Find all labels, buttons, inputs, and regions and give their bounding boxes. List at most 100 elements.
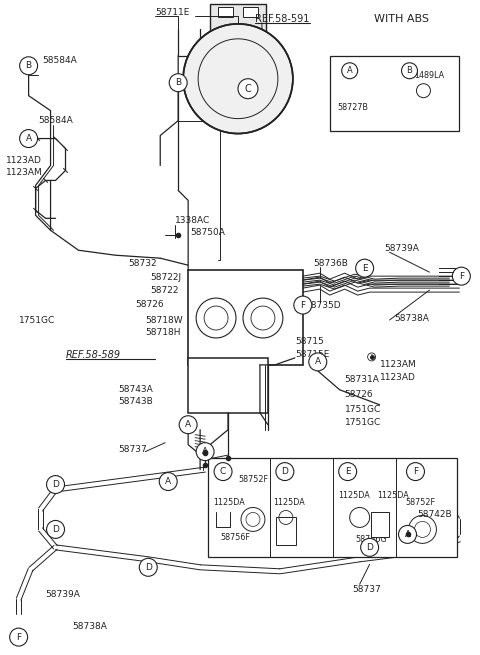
Text: 58737: 58737 xyxy=(119,445,147,454)
Text: E: E xyxy=(362,264,368,272)
Text: 58756F: 58756F xyxy=(220,533,250,542)
Text: 58726: 58726 xyxy=(135,299,164,309)
Text: 58722J: 58722J xyxy=(150,272,181,282)
Text: 58743A: 58743A xyxy=(119,385,153,394)
Text: E: E xyxy=(345,467,350,476)
Bar xyxy=(188,358,268,413)
Text: 58727B: 58727B xyxy=(338,103,369,112)
Text: 58752F: 58752F xyxy=(238,475,268,484)
Circle shape xyxy=(452,267,470,285)
Circle shape xyxy=(368,353,376,361)
Bar xyxy=(188,270,303,365)
Bar xyxy=(210,4,266,34)
Circle shape xyxy=(398,525,417,544)
Text: 58731A: 58731A xyxy=(345,375,380,384)
Circle shape xyxy=(294,296,312,314)
Text: 58737: 58737 xyxy=(353,585,382,593)
Circle shape xyxy=(339,462,357,481)
Text: WITH ABS: WITH ABS xyxy=(374,14,430,24)
Text: F: F xyxy=(413,467,418,476)
Text: 58584A: 58584A xyxy=(38,116,73,125)
Text: 58739A: 58739A xyxy=(384,244,420,253)
Bar xyxy=(218,7,233,17)
Bar xyxy=(330,56,459,130)
Circle shape xyxy=(342,63,358,79)
Circle shape xyxy=(360,538,379,556)
Circle shape xyxy=(47,476,64,493)
Text: 1751GC: 1751GC xyxy=(345,405,381,414)
Text: REF.58-589: REF.58-589 xyxy=(65,350,120,360)
Text: A: A xyxy=(405,530,410,539)
Bar xyxy=(371,512,389,537)
Circle shape xyxy=(196,443,214,460)
Circle shape xyxy=(169,74,187,92)
Text: 1338AC: 1338AC xyxy=(175,215,210,225)
Circle shape xyxy=(276,462,294,481)
Text: A: A xyxy=(202,447,208,456)
Text: A: A xyxy=(25,134,32,143)
Text: REF.58-591: REF.58-591 xyxy=(255,14,309,24)
Text: 58732: 58732 xyxy=(128,259,157,268)
Text: D: D xyxy=(52,480,59,489)
Text: 58718H: 58718H xyxy=(145,329,181,337)
Text: 1125DA: 1125DA xyxy=(378,491,409,500)
Text: 1125DA: 1125DA xyxy=(273,498,305,507)
Text: 58715E: 58715E xyxy=(295,350,329,360)
Text: 58722: 58722 xyxy=(150,286,179,295)
Text: F: F xyxy=(459,272,464,280)
Text: B: B xyxy=(407,66,412,75)
Circle shape xyxy=(356,259,373,277)
Circle shape xyxy=(20,130,37,147)
Circle shape xyxy=(159,472,177,491)
Text: 1123AD: 1123AD xyxy=(380,373,416,383)
Circle shape xyxy=(402,63,418,79)
Text: 1123AD: 1123AD xyxy=(6,156,42,165)
Circle shape xyxy=(309,353,327,371)
Text: 1125DA: 1125DA xyxy=(338,491,370,500)
Text: 58584A: 58584A xyxy=(43,56,77,66)
Text: 1123AM: 1123AM xyxy=(6,168,42,177)
Text: 1123AM: 1123AM xyxy=(380,360,416,369)
Text: D: D xyxy=(366,543,373,552)
Text: F: F xyxy=(300,301,305,310)
Text: 58738A: 58738A xyxy=(72,622,108,631)
Text: A: A xyxy=(185,421,191,429)
Text: 1751GC: 1751GC xyxy=(19,316,55,324)
Text: 1125DA: 1125DA xyxy=(213,498,245,507)
Text: 58718W: 58718W xyxy=(145,316,183,324)
Text: 58738A: 58738A xyxy=(395,314,430,322)
Text: 58711E: 58711E xyxy=(155,9,190,18)
Bar xyxy=(208,458,457,557)
Text: 1489LA: 1489LA xyxy=(415,71,444,80)
Text: 58736B: 58736B xyxy=(313,259,348,268)
Circle shape xyxy=(47,521,64,538)
Bar xyxy=(243,7,258,17)
Text: 58743B: 58743B xyxy=(119,398,153,406)
Text: A: A xyxy=(347,66,352,75)
Text: 58750A: 58750A xyxy=(190,228,225,236)
Text: D: D xyxy=(52,525,59,534)
Text: 58726: 58726 xyxy=(345,390,373,400)
Text: D: D xyxy=(145,563,152,572)
Text: 58735D: 58735D xyxy=(305,301,340,310)
Circle shape xyxy=(20,57,37,75)
Text: 58756G: 58756G xyxy=(356,535,387,544)
Text: B: B xyxy=(25,62,32,70)
Circle shape xyxy=(238,79,258,99)
Text: 58752F: 58752F xyxy=(406,498,435,507)
Text: C: C xyxy=(245,84,252,94)
Bar xyxy=(415,90,432,119)
Text: F: F xyxy=(16,633,21,642)
Bar xyxy=(276,517,296,546)
Circle shape xyxy=(407,462,424,481)
Text: A: A xyxy=(165,477,171,486)
Text: 58742B: 58742B xyxy=(418,510,452,519)
Circle shape xyxy=(10,628,28,646)
Text: A: A xyxy=(315,358,321,366)
Circle shape xyxy=(139,558,157,576)
Text: 58715: 58715 xyxy=(295,337,324,346)
Text: 1751GC: 1751GC xyxy=(345,419,381,427)
Circle shape xyxy=(179,416,197,434)
Text: D: D xyxy=(281,467,288,476)
Text: A: A xyxy=(370,354,373,360)
